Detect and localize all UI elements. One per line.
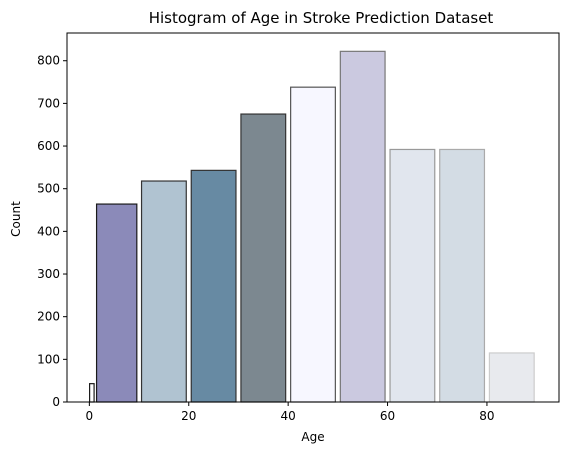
bar-1 (95, 203, 138, 403)
x-tick-label-0: 0 (86, 409, 94, 423)
bar-5 (290, 86, 336, 403)
x-tick-label-1: 20 (181, 409, 196, 423)
chart-title: Histogram of Age in Stroke Prediction Da… (149, 9, 494, 27)
bar-9 (488, 352, 535, 403)
bar-2 (140, 180, 187, 403)
x-tick-label-4: 80 (479, 409, 494, 423)
bar-3 (190, 169, 237, 403)
y-tick-label-3: 300 (37, 267, 60, 281)
plot-frame (66, 32, 560, 403)
y-tick-label-0: 0 (52, 395, 60, 409)
y-tick-label-8: 800 (37, 54, 60, 68)
y-tick-label-4: 400 (37, 224, 60, 238)
bar-6 (339, 50, 386, 403)
bar-0 (89, 383, 95, 403)
x-tick-label-2: 40 (281, 409, 296, 423)
bar-8 (439, 148, 486, 403)
y-tick-label-1: 100 (37, 352, 60, 366)
y-tick-label-2: 200 (37, 310, 60, 324)
x-tick-label-3: 60 (380, 409, 395, 423)
bars-group (89, 50, 535, 403)
bar-4 (240, 113, 287, 403)
y-tick-label-5: 500 (37, 182, 60, 196)
y-axis-label: Count (9, 201, 23, 237)
y-tick-label-6: 600 (37, 139, 60, 153)
bar-7 (389, 148, 436, 403)
x-axis-label: Age (301, 430, 324, 444)
y-tick-label-7: 700 (37, 96, 60, 110)
